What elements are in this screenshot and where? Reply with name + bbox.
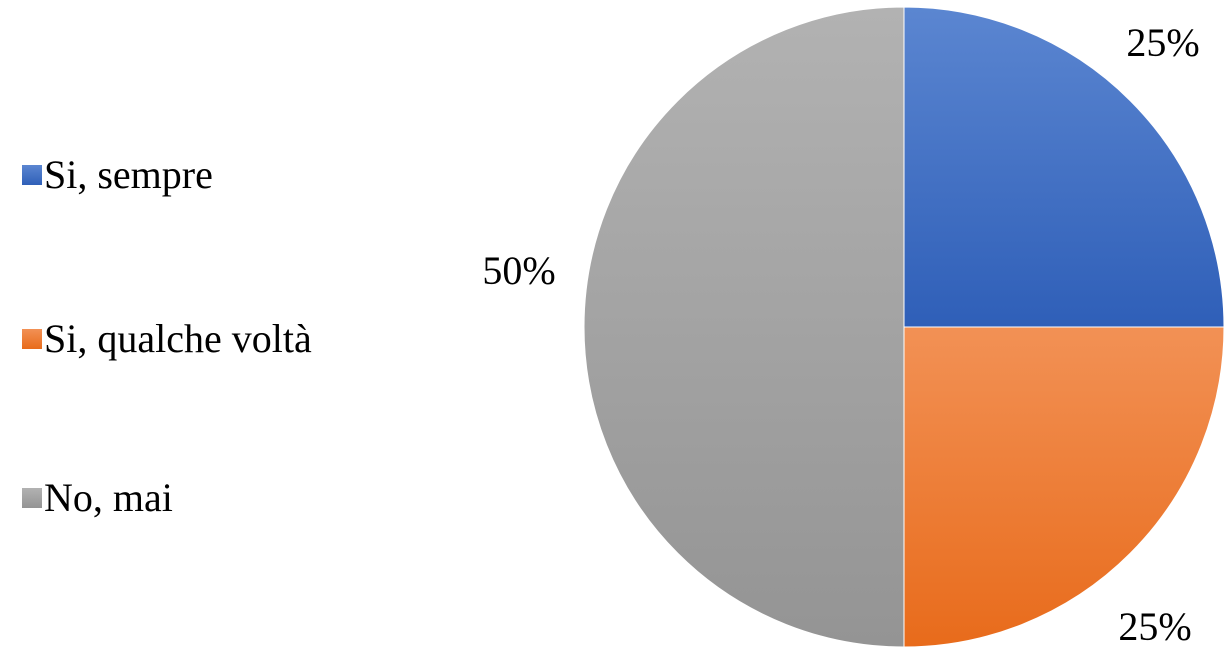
legend-swatch-si-sempre [22,165,42,185]
pie-slice-si-qualche-volta [903,326,1225,648]
legend-swatch-no-mai [22,488,42,508]
pie-slices [583,6,1225,648]
data-labels: 25% 25% 50% [482,20,1199,649]
legend-item-si-qualche-volta: Si, qualche voltà [22,316,312,361]
legend-swatch-si-qualche-volta [22,329,42,349]
legend-item-si-sempre: Si, sempre [22,152,213,197]
pie-slice-si-sempre [903,6,1225,328]
data-label-si-qualche-volta: 25% [1118,604,1191,649]
legend-label-si-sempre: Si, sempre [44,152,213,197]
legend-label-no-mai: No, mai [44,475,173,520]
legend: Si, sempre Si, qualche voltà No, mai [22,152,312,520]
legend-item-no-mai: No, mai [22,475,173,520]
data-label-si-sempre: 25% [1126,20,1199,65]
legend-label-si-qualche-volta: Si, qualche voltà [44,316,312,361]
data-label-no-mai: 50% [482,248,555,293]
pie-slice-no-mai [583,6,905,648]
